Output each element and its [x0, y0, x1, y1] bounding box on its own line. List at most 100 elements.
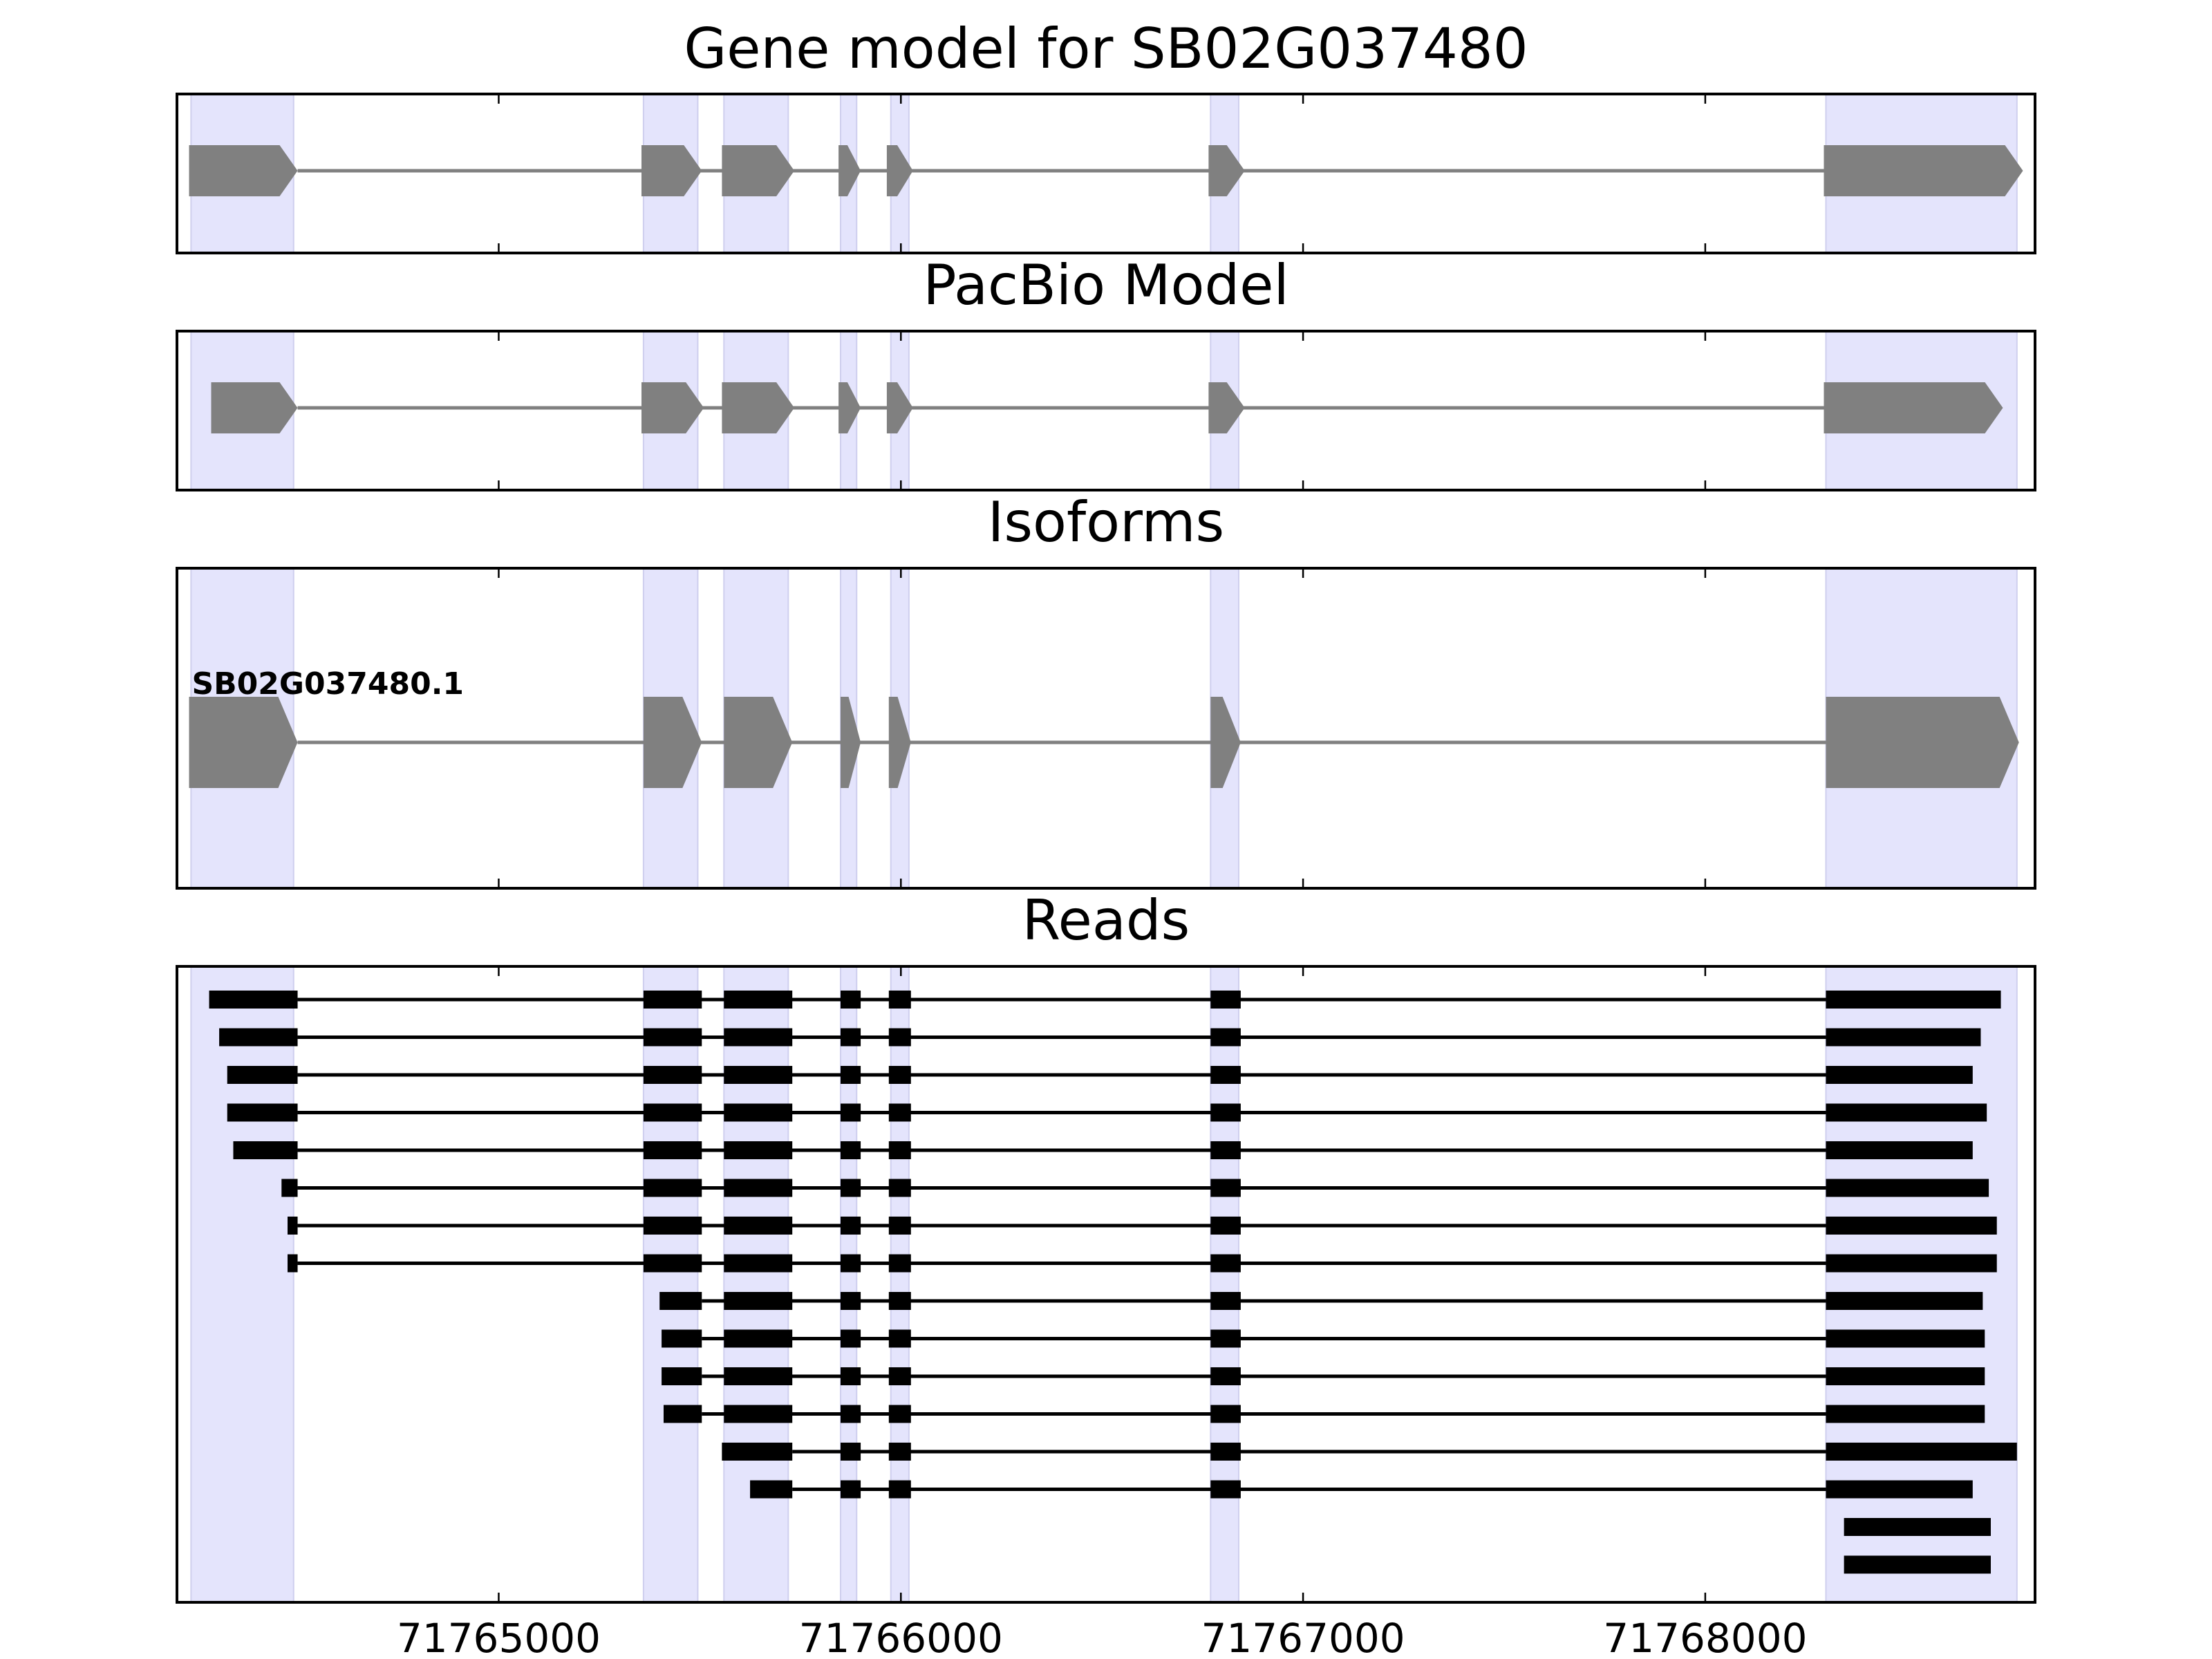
- x-tick-label: 71768000: [1603, 1615, 1807, 1659]
- read-block: [888, 1066, 911, 1084]
- exon: [886, 382, 913, 433]
- read-block: [888, 1480, 911, 1499]
- read-block: [1826, 1179, 1989, 1197]
- panel-pacbio-model: PacBio Model: [176, 253, 2036, 491]
- read-4: [227, 1103, 1987, 1122]
- exon: [888, 697, 911, 788]
- read-block: [227, 1066, 298, 1084]
- read-block: [1210, 1292, 1241, 1310]
- read-block: [724, 1141, 793, 1159]
- read-2: [219, 1028, 1981, 1047]
- read-block: [1210, 1217, 1241, 1235]
- read-block: [643, 1028, 702, 1047]
- read-block: [1826, 1254, 1997, 1273]
- read-1: [209, 991, 2001, 1009]
- read-block: [1826, 1028, 1981, 1047]
- read-block: [643, 991, 702, 1009]
- read-block: [1826, 991, 2001, 1009]
- exon: [838, 382, 861, 433]
- read-block: [662, 1329, 702, 1348]
- read-block: [750, 1480, 793, 1499]
- read-block: [888, 1217, 911, 1235]
- read-13: [722, 1443, 2017, 1461]
- read-block: [888, 1292, 911, 1310]
- read-block: [841, 1066, 861, 1084]
- exon: [1208, 382, 1245, 433]
- exon: [1824, 145, 2023, 196]
- read-block: [841, 1367, 861, 1385]
- read-block: [1826, 1329, 1985, 1348]
- read-block: [643, 1254, 702, 1273]
- read-block: [724, 1292, 793, 1310]
- read-15: [1844, 1518, 1991, 1536]
- read-14: [750, 1480, 1973, 1499]
- read-block: [1210, 1443, 1241, 1461]
- read-block: [1210, 1329, 1241, 1348]
- read-block: [724, 1329, 793, 1348]
- highlight-region: [1825, 966, 2018, 1603]
- read-block: [1210, 1103, 1241, 1122]
- read-block: [1844, 1518, 1991, 1536]
- read-block: [643, 1103, 702, 1122]
- read-block: [643, 1141, 702, 1159]
- read-block: [1210, 1254, 1241, 1273]
- read-block: [841, 1028, 861, 1047]
- read-block: [724, 1179, 793, 1197]
- read-block: [281, 1179, 298, 1197]
- exon: [643, 697, 702, 788]
- isoform-label: SB02G037480.1: [191, 666, 464, 702]
- x-tick-label: 71765000: [397, 1615, 601, 1659]
- panel-title: Isoforms: [988, 490, 1224, 554]
- read-block: [1826, 1103, 1987, 1122]
- read-block: [841, 991, 861, 1009]
- read-3: [227, 1066, 1973, 1084]
- read-block: [841, 1443, 861, 1461]
- panel-title: PacBio Model: [923, 253, 1288, 317]
- read-block: [1826, 1367, 1985, 1385]
- exon: [641, 382, 704, 433]
- read-block: [1210, 1066, 1241, 1084]
- read-block: [643, 1217, 702, 1235]
- exon: [1208, 145, 1245, 196]
- read-block: [888, 1254, 911, 1273]
- read-block: [233, 1141, 298, 1159]
- panel-gene-model: Gene model for SB02G037480: [176, 17, 2036, 254]
- panel-title: Gene model for SB02G037480: [684, 17, 1528, 81]
- read-block: [1210, 1480, 1241, 1499]
- exon: [838, 145, 861, 196]
- highlight-region: [190, 966, 294, 1603]
- read-block: [643, 1066, 702, 1084]
- read-5: [233, 1141, 1973, 1159]
- read-block: [724, 1028, 793, 1047]
- read-block: [841, 1179, 861, 1197]
- read-block: [722, 1443, 793, 1461]
- highlight-region: [890, 966, 910, 1603]
- read-block: [219, 1028, 298, 1047]
- read-block: [1844, 1555, 1991, 1574]
- exon: [1210, 697, 1241, 788]
- read-block: [888, 1329, 911, 1348]
- read-block: [227, 1103, 298, 1122]
- x-tick-label: 71767000: [1201, 1615, 1405, 1659]
- read-block: [643, 1179, 702, 1197]
- read-11: [662, 1367, 1985, 1385]
- read-block: [841, 1103, 861, 1122]
- read-block: [724, 1217, 793, 1235]
- read-block: [888, 1179, 911, 1197]
- read-block: [888, 1141, 911, 1159]
- read-block: [888, 1367, 911, 1385]
- exon: [189, 145, 298, 196]
- read-block: [724, 1103, 793, 1122]
- read-block: [1210, 1179, 1241, 1197]
- read-block: [841, 1405, 861, 1423]
- read-block: [841, 1217, 861, 1235]
- read-block: [888, 1443, 911, 1461]
- axes-frame: [176, 93, 2036, 254]
- read-block: [841, 1141, 861, 1159]
- read-block: [724, 1066, 793, 1084]
- exon: [722, 145, 795, 196]
- read-block: [724, 1367, 793, 1385]
- read-12: [664, 1405, 1985, 1423]
- read-block: [1826, 1217, 1997, 1235]
